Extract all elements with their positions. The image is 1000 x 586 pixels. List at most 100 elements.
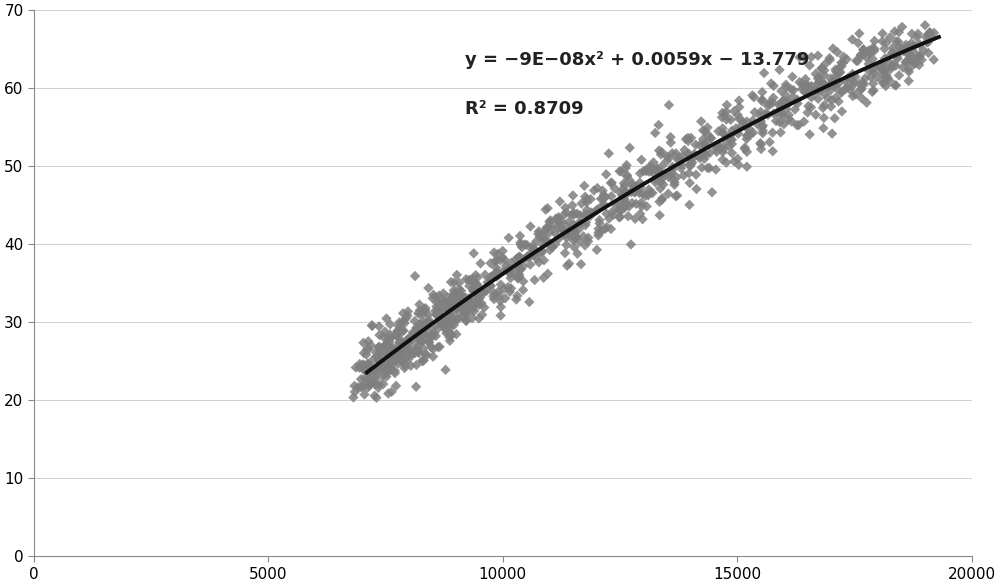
Point bbox=[695, 135, 711, 144]
Point bbox=[500, 282, 516, 292]
Point bbox=[468, 295, 484, 304]
Point bbox=[755, 128, 771, 138]
Point bbox=[373, 356, 389, 365]
Point bbox=[855, 45, 871, 54]
Point bbox=[786, 86, 802, 95]
Point bbox=[856, 80, 872, 90]
Point bbox=[774, 102, 790, 111]
Point bbox=[714, 113, 730, 122]
Point bbox=[536, 231, 552, 241]
Point bbox=[438, 325, 454, 335]
Point bbox=[700, 131, 716, 140]
Point bbox=[392, 338, 408, 347]
Point bbox=[612, 188, 628, 197]
Point bbox=[469, 280, 485, 289]
Point bbox=[347, 387, 363, 397]
Point bbox=[513, 265, 529, 274]
Point bbox=[597, 200, 613, 210]
Point bbox=[494, 253, 510, 263]
Point bbox=[435, 298, 451, 307]
Point bbox=[380, 389, 396, 398]
Point bbox=[483, 258, 499, 268]
Point bbox=[898, 48, 914, 57]
Point bbox=[667, 178, 683, 187]
Point bbox=[891, 28, 907, 37]
Point bbox=[662, 169, 678, 179]
Point bbox=[561, 217, 577, 226]
Point bbox=[475, 285, 491, 295]
Point bbox=[621, 202, 637, 211]
Point bbox=[360, 369, 376, 378]
Point bbox=[488, 263, 504, 272]
Point bbox=[430, 342, 446, 352]
Point bbox=[568, 232, 584, 241]
Point bbox=[385, 350, 401, 360]
Point bbox=[766, 108, 782, 118]
Point bbox=[718, 158, 734, 168]
Point bbox=[882, 33, 898, 42]
Point bbox=[718, 115, 734, 124]
Point bbox=[532, 232, 548, 241]
Point bbox=[586, 207, 602, 217]
Point bbox=[531, 227, 547, 236]
Point bbox=[378, 314, 394, 323]
Point bbox=[712, 142, 728, 152]
Point bbox=[544, 243, 560, 252]
Point bbox=[765, 98, 781, 107]
Point bbox=[882, 51, 898, 60]
Point bbox=[353, 383, 369, 392]
Point bbox=[726, 107, 742, 116]
Point bbox=[413, 336, 429, 346]
Point bbox=[861, 46, 877, 55]
Point bbox=[387, 348, 403, 357]
Point bbox=[464, 314, 480, 323]
Point bbox=[508, 255, 524, 264]
Point bbox=[883, 64, 899, 74]
Point bbox=[534, 248, 550, 257]
Point bbox=[384, 346, 400, 355]
Point bbox=[753, 144, 769, 154]
Point bbox=[367, 380, 383, 389]
Point bbox=[668, 149, 684, 158]
Point bbox=[380, 335, 396, 345]
Point bbox=[597, 224, 613, 233]
Point bbox=[749, 120, 765, 129]
Point bbox=[627, 214, 643, 223]
Point bbox=[348, 363, 364, 372]
Point bbox=[745, 116, 761, 125]
Point bbox=[692, 154, 708, 163]
Point bbox=[489, 255, 505, 265]
Point bbox=[412, 309, 428, 319]
Point bbox=[361, 345, 377, 354]
Point bbox=[405, 328, 421, 337]
Point bbox=[827, 76, 843, 86]
Point bbox=[482, 281, 498, 291]
Point bbox=[417, 305, 433, 315]
Point bbox=[383, 346, 399, 356]
Point bbox=[401, 335, 417, 344]
Point bbox=[613, 166, 629, 176]
Point bbox=[522, 260, 538, 269]
Point bbox=[551, 213, 567, 222]
Point bbox=[397, 360, 413, 370]
Point bbox=[643, 188, 659, 197]
Point bbox=[398, 346, 414, 355]
Point bbox=[398, 336, 414, 346]
Point bbox=[734, 120, 750, 130]
Point bbox=[447, 292, 463, 301]
Point bbox=[372, 363, 388, 373]
Point bbox=[373, 345, 389, 355]
Point bbox=[816, 79, 832, 88]
Point bbox=[551, 234, 567, 243]
Point bbox=[785, 93, 801, 102]
Point bbox=[384, 354, 400, 363]
Point bbox=[817, 59, 833, 69]
Point bbox=[400, 337, 416, 346]
Point bbox=[603, 178, 619, 188]
Point bbox=[510, 253, 526, 263]
Point bbox=[629, 182, 645, 191]
Point bbox=[724, 139, 740, 149]
Point bbox=[564, 229, 580, 239]
Point bbox=[381, 360, 397, 369]
Point bbox=[503, 284, 519, 293]
